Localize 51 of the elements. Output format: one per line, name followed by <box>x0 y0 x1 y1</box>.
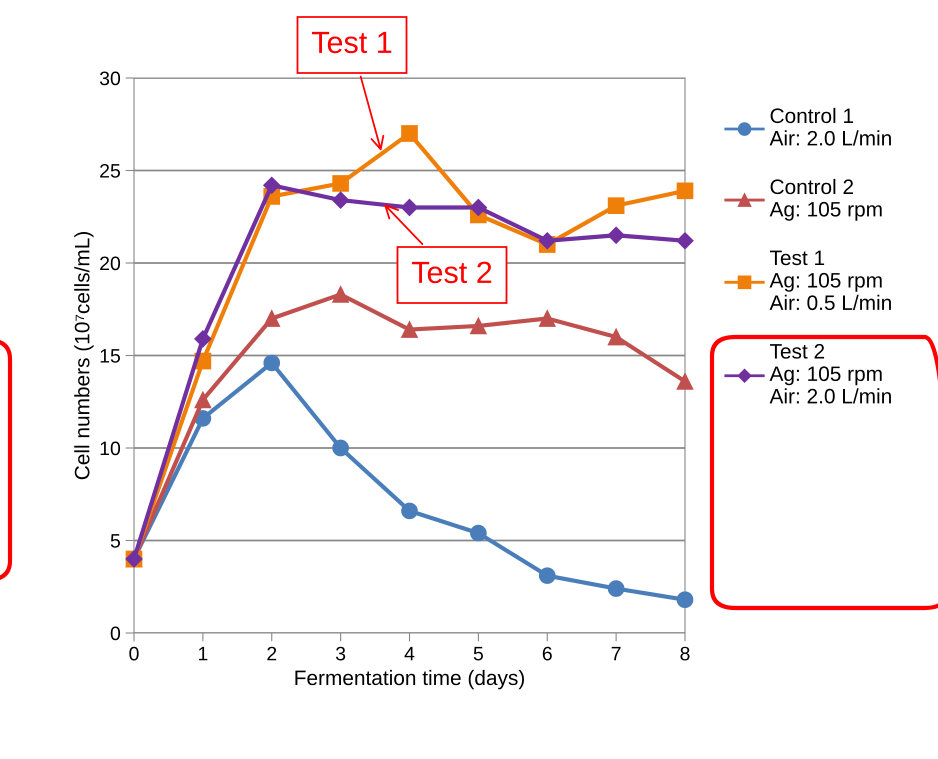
point <box>401 321 418 338</box>
point <box>401 502 418 520</box>
annotation: Test 2 <box>412 262 492 284</box>
point <box>263 354 280 372</box>
point <box>470 198 487 216</box>
point <box>263 176 280 194</box>
x-tick-label: 2 <box>267 646 276 660</box>
y-tick-label: 30 <box>100 71 120 86</box>
point <box>194 330 212 348</box>
point <box>332 286 349 303</box>
point <box>538 567 556 584</box>
y-tick-label: 20 <box>100 256 120 270</box>
legend-label: Control 2 Ag: 105 rpm <box>770 178 882 221</box>
y-tick-label: 25 <box>100 164 120 178</box>
y-tick-label: 15 <box>100 349 120 363</box>
x-tick-label: 6 <box>542 646 552 660</box>
point <box>676 373 694 390</box>
point <box>676 591 694 608</box>
point <box>194 392 212 408</box>
y-tick-label: 5 <box>110 534 120 548</box>
x-tick-label: 1 <box>198 646 208 660</box>
annotation: Test 1 <box>312 32 392 54</box>
y-axis-title: Cell numbers (10⁷cells/mL) <box>74 232 94 480</box>
y-tick-label: 10 <box>100 441 120 456</box>
point <box>538 310 556 327</box>
point <box>676 182 694 200</box>
point <box>470 524 487 542</box>
legend-label: Test 1 Ag: 105 rpm Air: 0.5 L/min <box>770 250 891 310</box>
point <box>332 192 350 209</box>
x-tick-label: 3 <box>336 646 346 660</box>
point <box>263 310 280 327</box>
point <box>608 328 624 346</box>
legend-label: Control 1 Air: 2.0 L/min <box>770 108 891 146</box>
point <box>470 318 487 334</box>
point <box>538 232 556 250</box>
point <box>332 440 349 456</box>
x-tick-label: 0 <box>129 646 139 660</box>
legend-label: Test 2 Ag: 105 rpm Air: 2.0 L/min <box>770 344 891 404</box>
point <box>400 198 418 216</box>
point <box>676 232 694 250</box>
x-axis-title: Fermentation time (days) <box>295 670 524 690</box>
point <box>608 197 624 214</box>
point <box>608 580 624 597</box>
x-tick-label: 5 <box>474 646 483 660</box>
point <box>608 226 625 244</box>
x-tick-label: 4 <box>404 646 414 660</box>
y-tick-label: 0 <box>110 626 120 640</box>
point <box>401 125 418 142</box>
x-tick-label: 7 <box>612 646 621 660</box>
x-tick-label: 8 <box>680 646 690 660</box>
point <box>332 175 349 192</box>
